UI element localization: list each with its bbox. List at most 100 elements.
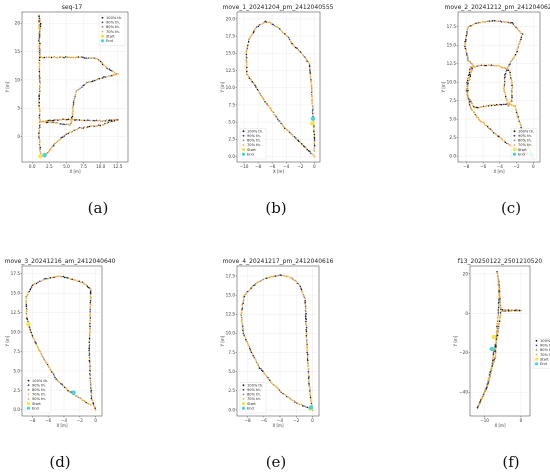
end-marker bbox=[310, 116, 316, 121]
trajectory-point bbox=[85, 401, 87, 404]
trajectory-point bbox=[63, 276, 66, 279]
trajectory-point bbox=[488, 20, 490, 22]
trajectory-point bbox=[38, 70, 41, 73]
trajectory-point bbox=[38, 27, 41, 30]
trajectory-point bbox=[274, 385, 277, 388]
trajectory-point bbox=[25, 309, 28, 311]
trajectory-point bbox=[506, 68, 509, 71]
trajectory-point bbox=[313, 155, 316, 158]
x-tick-label: −2 bbox=[77, 418, 84, 423]
trajectory-point bbox=[466, 85, 469, 88]
trajectory-point bbox=[497, 20, 500, 22]
trajectory-point bbox=[499, 300, 501, 302]
trajectory-point bbox=[66, 118, 68, 121]
trajectory-point bbox=[94, 409, 97, 411]
trajectory-point bbox=[492, 103, 495, 106]
trajectory-point bbox=[88, 56, 91, 59]
trajectory-point bbox=[38, 94, 40, 96]
trajectory-point bbox=[307, 369, 310, 371]
trajectory-point bbox=[305, 340, 308, 342]
trajectory-point bbox=[72, 56, 75, 59]
trajectory-point bbox=[38, 36, 41, 38]
trajectory-point bbox=[497, 309, 500, 311]
legend-label: 80% th. bbox=[540, 348, 550, 352]
x-tick-label: 0 bbox=[313, 164, 316, 169]
trajectory-point bbox=[25, 297, 28, 300]
trajectory-point bbox=[56, 379, 59, 381]
y-axis-label: Y [m] bbox=[220, 81, 225, 93]
y-tick-label: 0.0 bbox=[228, 407, 235, 412]
trajectory-point bbox=[498, 292, 501, 295]
legend-symbol bbox=[242, 393, 245, 396]
trajectory-point bbox=[89, 301, 92, 304]
trajectory-point bbox=[248, 347, 251, 349]
trajectory-point bbox=[503, 85, 506, 88]
trajectory-point bbox=[245, 59, 248, 61]
trajectory-point bbox=[91, 56, 94, 59]
trajectory-point bbox=[107, 121, 109, 124]
trajectory-point bbox=[261, 369, 263, 371]
trajectory-point bbox=[76, 395, 78, 397]
trajectory-point bbox=[515, 111, 518, 114]
trajectory-point bbox=[88, 119, 90, 122]
trajectory-point bbox=[508, 22, 511, 24]
x-tick-label: −6 bbox=[261, 418, 268, 423]
trajectory-point bbox=[495, 343, 497, 345]
trajectory-point bbox=[89, 370, 91, 373]
trajectory-point bbox=[35, 342, 37, 344]
trajectory-point bbox=[245, 292, 248, 294]
trajectory-point bbox=[493, 19, 496, 22]
trajectory-point bbox=[511, 83, 513, 86]
trajectory-point bbox=[48, 56, 51, 59]
trajectory-point bbox=[476, 106, 479, 109]
trajectory-point bbox=[71, 114, 74, 116]
trajectory-point bbox=[283, 274, 286, 277]
y-tick-label: 0.0 bbox=[449, 153, 456, 158]
trajectory-point bbox=[306, 406, 309, 409]
trajectory-point bbox=[115, 73, 118, 76]
trajectory-point bbox=[84, 400, 86, 403]
legend-symbol bbox=[101, 21, 104, 24]
trajectory-point bbox=[98, 77, 101, 80]
trajectory-point bbox=[510, 22, 512, 24]
trajectory-point bbox=[504, 95, 507, 98]
trajectory-point bbox=[38, 114, 41, 117]
trajectory-point bbox=[90, 394, 92, 396]
trajectory-point bbox=[277, 387, 279, 390]
trajectory-point bbox=[56, 275, 58, 278]
trajectory-point bbox=[83, 119, 86, 122]
trajectory-point bbox=[49, 368, 52, 370]
trajectory-point bbox=[498, 320, 501, 322]
trajectory-point bbox=[308, 376, 310, 378]
x-tick-label: 0 bbox=[311, 418, 314, 423]
trajectory-point bbox=[80, 397, 83, 400]
trajectory-point bbox=[38, 95, 40, 98]
trajectory-point bbox=[38, 48, 41, 51]
trajectory-point bbox=[500, 308, 502, 311]
y-tick-label: 17.5 bbox=[447, 24, 457, 29]
trajectory-point bbox=[495, 335, 498, 337]
trajectory-point bbox=[251, 286, 253, 288]
legend-symbol bbox=[535, 339, 538, 342]
trajectory-point bbox=[261, 22, 264, 25]
trajectory-point bbox=[305, 322, 307, 324]
trajectory-point bbox=[312, 114, 314, 116]
trajectory-point bbox=[49, 119, 51, 122]
trajectory-point bbox=[469, 68, 471, 70]
trajectory-point bbox=[98, 119, 101, 122]
trajectory-point bbox=[242, 329, 244, 331]
trajectory-point bbox=[305, 330, 308, 333]
trajectory-point bbox=[477, 404, 480, 407]
trajectory-point bbox=[509, 309, 511, 312]
trajectory-point bbox=[504, 80, 506, 83]
trajectory-point bbox=[469, 100, 472, 103]
trajectory-point bbox=[485, 124, 488, 127]
x-tick-label: −8 bbox=[255, 164, 262, 169]
trajectory-point bbox=[497, 311, 500, 313]
trajectory-point bbox=[40, 352, 42, 355]
trajectory-point bbox=[59, 138, 62, 141]
legend-label: End bbox=[32, 406, 39, 410]
trajectory-point bbox=[276, 275, 278, 277]
trajectory-point bbox=[38, 66, 41, 68]
